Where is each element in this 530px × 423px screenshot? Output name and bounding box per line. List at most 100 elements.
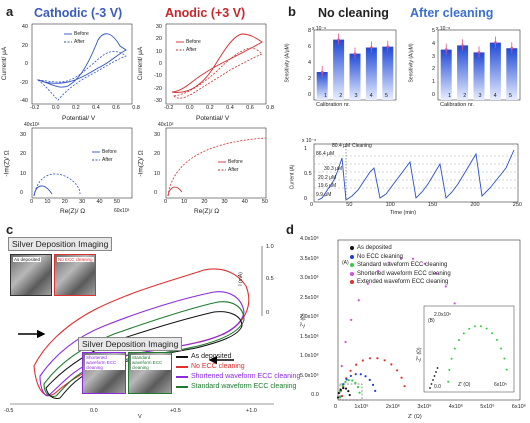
plot-frame	[337, 239, 521, 401]
anod-cv-yticks: 30 20 10 0 -10 -20 -30	[154, 24, 162, 104]
shortened-point	[357, 299, 360, 302]
plot-frame	[165, 23, 267, 105]
panel-d-nyquist	[336, 239, 521, 401]
no-ecc-point	[354, 373, 357, 376]
panel-b-label: b	[288, 4, 296, 19]
no-ecc-point	[374, 389, 377, 393]
inset-b-label: (B)	[428, 318, 435, 324]
c-xtick-05: +0.5	[170, 408, 181, 414]
anod-legend-after: After	[186, 47, 197, 53]
standard-point	[351, 379, 354, 382]
extended-point	[361, 359, 364, 362]
c-xtick-neg05: -0.5	[4, 408, 14, 414]
c-ytick-0: 0	[266, 310, 270, 316]
no-ecc-point	[349, 374, 353, 378]
bar-mean-point	[337, 38, 340, 41]
legend-no-ecc: No ECC cleaning	[176, 362, 300, 372]
inset-ytick-0: 0.0	[434, 384, 441, 390]
no-ecc-point	[345, 378, 348, 381]
bar-mean-point	[494, 41, 497, 44]
shortened-point	[453, 302, 456, 305]
inset-standard-point	[485, 327, 488, 330]
standard-curve	[43, 301, 245, 398]
right-calib-xlabel: Calibration nr.	[440, 102, 474, 108]
sensitivity-bar	[365, 47, 377, 100]
inset-as-deposited-point	[429, 387, 431, 389]
after-curve	[33, 173, 81, 197]
anno-30: 30.3 μM	[324, 166, 343, 172]
d-legend-shortened: Shortened waveform ECC cleaning	[350, 270, 451, 279]
standard-point	[344, 380, 347, 384]
anod-cv-xticks: -0.2 0.0 0.2 0.4 0.6 0.8	[164, 105, 274, 111]
cath-eis-legend-before: Before	[102, 149, 117, 155]
shortened-point	[366, 282, 369, 285]
sem-no-ecc: No ECC cleaning	[54, 254, 96, 296]
left-sens-ylabel: Sensitivity (A/μM)	[284, 43, 291, 83]
inset-standard-point	[462, 332, 465, 335]
anod-cv-ylabel: Current/ μA	[137, 46, 145, 81]
sensitivity-bar	[506, 48, 518, 100]
cath-legend-after: After	[74, 39, 85, 45]
cathodic-eis-plot	[31, 127, 133, 199]
left-sens-mult: x 10⁻⁸	[312, 26, 327, 32]
inset-standard-point	[503, 357, 506, 360]
cath-eis-yticks: 30 20 10 0	[20, 132, 27, 196]
inset-as-deposited-point	[435, 371, 437, 373]
inset-standard-point	[448, 368, 451, 371]
sensitivity-bar	[349, 53, 361, 100]
anod-eis-ymult: 40x10³	[158, 122, 174, 128]
anod-eis-legend-before: Before	[228, 159, 243, 165]
plot-frame	[31, 23, 133, 105]
sensitivity-bar	[473, 52, 485, 100]
bar-mean-point	[477, 51, 481, 54]
inset-standard-point	[491, 332, 494, 335]
sensitivity-bar	[457, 45, 469, 100]
extended-point	[368, 357, 372, 360]
no-ecc-point	[371, 383, 375, 386]
time-xticks: 0 50 100 150 200 250	[310, 202, 522, 208]
c-ytick-1: 1.0	[266, 244, 274, 250]
bar-mean-point	[461, 44, 464, 47]
inset-b-frame	[423, 305, 515, 393]
anodic-eis-plot	[165, 127, 267, 199]
inset-standard-point	[447, 380, 450, 383]
shortened-point	[340, 364, 343, 368]
extended-point	[400, 376, 403, 379]
anod-eis-ylabel: -Im(Z)/ Ω	[137, 150, 145, 177]
standard-point	[341, 384, 344, 387]
shortened-point	[411, 257, 415, 260]
shortened-point	[434, 271, 437, 275]
standard-point	[347, 379, 350, 382]
cath-cv-xticks: -0.2 0.0 0.2 0.4 0.6 0.8	[30, 105, 140, 111]
inset-as-deposited-point	[430, 383, 433, 385]
inset-standard-point	[450, 357, 453, 360]
c-ylabel: I (mA)	[237, 272, 244, 286]
shortened-point	[423, 262, 426, 265]
inset-standard-point	[468, 327, 471, 330]
time-yticks: 1 0.5 0	[304, 146, 312, 202]
d-legend-standard: Standard waveform ECC cleaning	[350, 261, 451, 270]
cath-eis-ymult: 40x10³	[24, 122, 40, 128]
anno-9: 9.9 μM	[316, 192, 332, 198]
panel-d-legend: As deposited No ECC cleaning Standard wa…	[350, 244, 451, 287]
left-calib-xlabel: Calibration nr.	[316, 102, 350, 108]
sensitivity-bar	[333, 39, 345, 100]
extended-point	[349, 369, 352, 372]
no-ecc-point	[364, 375, 367, 378]
anod-eis-xlabel: Re(Z)/ Ω	[194, 208, 220, 215]
standard-point	[358, 391, 361, 394]
cath-eis-ylabel: -Im(Z)/ Ω	[3, 150, 11, 177]
d-xlabel: Z' (Ω)	[408, 414, 422, 420]
plot-frame	[313, 143, 519, 203]
inset-as-deposited-point	[433, 375, 436, 377]
legend-shortened: Shortened waveform ECC cleaning	[176, 372, 300, 382]
sem-standard: Standard waveform ECC cleaning	[128, 352, 172, 394]
shortened-point	[399, 257, 403, 260]
inset-standard-point	[453, 347, 456, 350]
bar-mean-point	[510, 46, 514, 50]
extended-point	[383, 359, 386, 362]
d-legend-no-ecc: No ECC cleaning	[350, 253, 451, 262]
inset-as-deposited-point	[436, 367, 439, 369]
shortened-point	[350, 318, 353, 321]
